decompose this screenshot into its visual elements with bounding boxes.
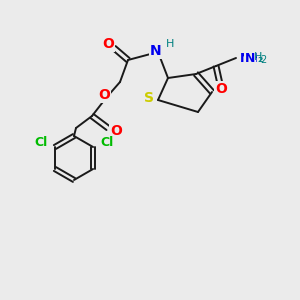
Text: O: O	[102, 37, 114, 51]
Text: O: O	[98, 88, 110, 102]
Text: 2: 2	[260, 55, 266, 65]
Text: Cl: Cl	[100, 136, 114, 149]
Text: N: N	[245, 52, 255, 64]
Text: O: O	[215, 82, 227, 96]
Text: Cl: Cl	[34, 136, 48, 149]
Text: N: N	[150, 44, 162, 58]
Text: H: H	[166, 39, 174, 49]
Text: S: S	[144, 91, 154, 105]
Text: O: O	[110, 124, 122, 138]
Text: H: H	[254, 52, 262, 62]
Text: NH: NH	[240, 52, 260, 64]
Text: ₂: ₂	[257, 52, 263, 65]
